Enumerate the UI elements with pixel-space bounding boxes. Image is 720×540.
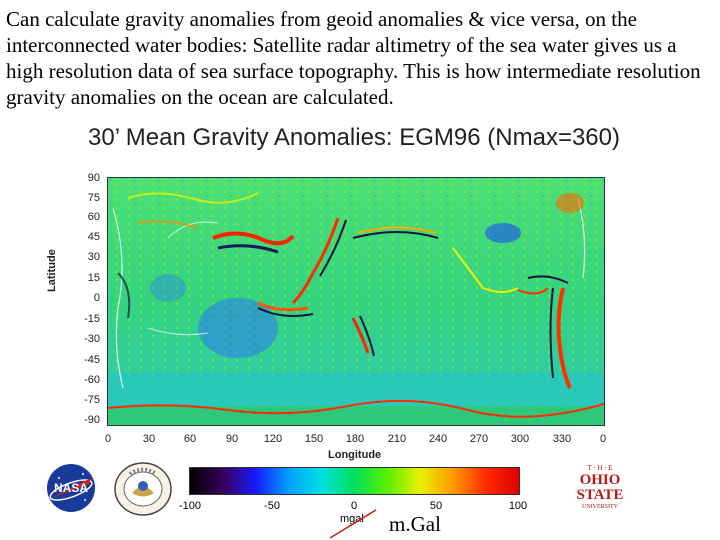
y-axis-title: Latitude xyxy=(46,249,58,292)
colorbar-tick-label: 50 xyxy=(429,500,443,512)
x-tick-label: 240 xyxy=(428,433,448,445)
map-title: 30’ Mean Gravity Anomalies: EGM96 (Nmax=… xyxy=(88,124,620,151)
y-tick-label: 75 xyxy=(87,192,100,204)
colorbar-unit-label: mgal xyxy=(340,513,364,525)
x-tick-label: 30 xyxy=(142,433,156,445)
x-tick-label: 180 xyxy=(345,433,365,445)
y-tick-label: 15 xyxy=(87,272,100,284)
unit-annotation: m.Gal xyxy=(389,512,441,536)
y-tick-label: -75 xyxy=(84,394,100,406)
gravity-anomaly-map xyxy=(107,177,605,426)
y-tick-label: -90 xyxy=(84,414,100,426)
y-tick-label: -45 xyxy=(84,354,100,366)
nasa-logo: NASA xyxy=(47,464,95,512)
colorbar-tick-label: 0 xyxy=(350,500,358,512)
x-tick-label: 330 xyxy=(552,433,572,445)
y-tick-label: 45 xyxy=(87,231,100,243)
y-tick-label: 60 xyxy=(87,211,100,223)
y-tick-label: -60 xyxy=(84,374,100,386)
y-tick-label: -15 xyxy=(84,313,100,325)
svg-text:OHIO: OHIO xyxy=(580,472,621,488)
colorbar xyxy=(189,467,520,495)
svg-text:UNIVERSITY: UNIVERSITY xyxy=(582,504,619,510)
nasa-logo-text: NASA xyxy=(54,481,88,495)
colorbar-tick-label: -50 xyxy=(264,500,280,512)
x-tick-label: 210 xyxy=(387,433,407,445)
x-axis-title: Longitude xyxy=(328,449,382,461)
y-tick-label: 30 xyxy=(87,251,100,263)
y-tick-label: 90 xyxy=(87,172,100,184)
x-tick-label: 300 xyxy=(510,433,530,445)
ohio-state-logo: T · H · E OHIO STATE UNIVERSITY xyxy=(569,462,631,512)
x-tick-label: 120 xyxy=(263,433,283,445)
map-image xyxy=(108,178,604,425)
y-tick-label: -30 xyxy=(84,333,100,345)
colorbar-tick-label: 100 xyxy=(508,500,528,512)
svg-text:T · H · E: T · H · E xyxy=(587,464,612,472)
x-tick-label: 0 xyxy=(104,433,112,445)
svg-text:STATE: STATE xyxy=(577,487,624,503)
colorbar-tick-label: -100 xyxy=(178,500,202,512)
x-tick-label: 60 xyxy=(183,433,197,445)
strikethrough-mark xyxy=(329,509,377,539)
y-tick-label: 0 xyxy=(93,292,100,304)
agency-seal xyxy=(114,462,172,516)
caption-text: Can calculate gravity anomalies from geo… xyxy=(6,7,701,109)
x-tick-label: 150 xyxy=(304,433,324,445)
x-tick-label: 0 xyxy=(599,433,607,445)
x-tick-label: 90 xyxy=(225,433,239,445)
x-tick-label: 270 xyxy=(469,433,489,445)
